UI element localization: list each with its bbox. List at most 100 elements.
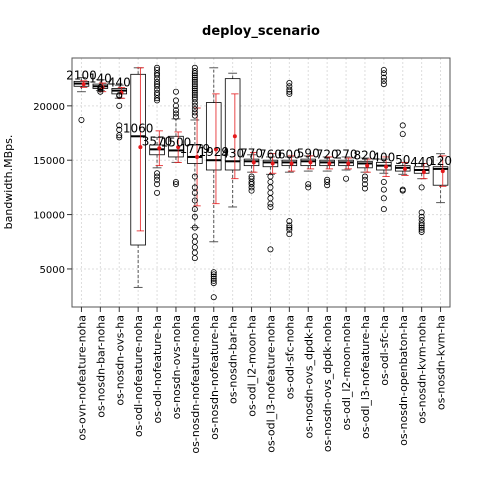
box-os-nosdn-ovs_dpdk-noha (319, 156, 335, 189)
outlier-point (210, 273, 217, 280)
outlier-point (418, 209, 425, 216)
outlier-point (154, 78, 161, 85)
box-os-nosdn-bar-noha (92, 79, 109, 95)
outlier-point (418, 226, 425, 233)
count-label: 2100 (66, 69, 97, 83)
outlier-point (305, 184, 312, 191)
outlier-point (191, 70, 198, 77)
box-iqr (357, 160, 373, 169)
outlier-point (116, 93, 123, 100)
outlier-point (191, 255, 198, 262)
x-tick-label: os-nosdn-ovs-ha (113, 315, 126, 406)
mean-point (176, 145, 181, 150)
outlier-point (380, 195, 387, 202)
outlier-point (361, 173, 368, 180)
mean-point (157, 146, 162, 151)
outlier-point (191, 68, 198, 75)
x-tick-label: os-odl-sfc-ha (378, 315, 391, 386)
outlier-point (191, 102, 198, 109)
outlier-point (343, 175, 350, 182)
mean-point (346, 161, 351, 166)
x-axis: os-ovn-nofeature-noha os-nosdn-bar-noha os… (75, 307, 448, 454)
box-os-odl-sfc-ha (376, 66, 392, 213)
box-iqr (300, 158, 317, 167)
outlier-point (191, 206, 198, 213)
outlier-point (191, 109, 198, 116)
y-tick-label: 15000 (33, 156, 65, 167)
outlier-point (116, 132, 123, 139)
outlier-point (191, 96, 198, 103)
x-tick-label: os-nosdn-nofeature-noha (189, 315, 202, 454)
mean-point (289, 161, 294, 166)
mean-point (195, 154, 200, 159)
outlier-point (380, 66, 387, 73)
outlier-point (172, 178, 179, 185)
outlier-point (97, 84, 104, 91)
outlier-point (210, 275, 217, 282)
outlier-point (116, 134, 123, 141)
grid-lines (72, 58, 450, 307)
count-label: 1060 (123, 121, 154, 135)
outlier-point (286, 222, 293, 229)
mean-point (138, 145, 143, 150)
outlier-point (191, 112, 198, 119)
mean-point (327, 161, 332, 166)
mean-point (81, 82, 86, 87)
y-axis-label: bandwidth.MBps. (2, 135, 15, 230)
mean-point (251, 160, 256, 165)
outlier-point (361, 181, 368, 188)
outlier-point (154, 72, 161, 79)
outlier-point (286, 231, 293, 238)
box-iqr (205, 102, 222, 171)
boxes (73, 64, 449, 301)
count-label: 1779 (180, 142, 211, 156)
y-tick-label: 5000 (40, 265, 65, 276)
count-label: 440 (108, 76, 131, 90)
x-tick-label: os-nosdn-kvm-ha (435, 315, 448, 410)
outlier-point (97, 88, 104, 95)
outlier-point (154, 97, 161, 104)
box-iqr (262, 159, 279, 168)
outlier-point (418, 224, 425, 231)
outlier-point (210, 280, 217, 287)
outlier-point (191, 173, 198, 180)
x-tick-label: os-odl_l2-moon-ha (246, 315, 259, 417)
outlier-point (172, 88, 179, 95)
outlier-point (191, 213, 198, 220)
outlier-point (172, 107, 179, 114)
x-tick-label: os-ovn-nofeature-noha (75, 315, 88, 441)
box-os-odl-nofeature-ha (149, 64, 165, 196)
box-iqr (130, 73, 146, 246)
box-iqr (187, 144, 203, 164)
count-label: 1500 (161, 135, 192, 149)
box-os-nosdn-kvm-noha (413, 162, 430, 235)
outlier-point (361, 176, 368, 183)
box-os-odl_l2-moon-noha (338, 156, 354, 182)
count-label: 1929 (198, 145, 229, 159)
outlier-point (286, 226, 293, 233)
outlier-point (418, 222, 425, 229)
outlier-point (172, 181, 179, 188)
mean-point (365, 163, 370, 168)
mean-point (384, 164, 389, 169)
outlier-point (361, 185, 368, 192)
count-label: 760 (259, 147, 282, 161)
outlier-point (418, 184, 425, 191)
outlier-point (191, 197, 198, 204)
count-label: 600 (278, 147, 301, 161)
box-os-nosdn-nofeature-noha (187, 64, 203, 262)
outlier-point (305, 181, 312, 188)
mean-point (440, 169, 445, 174)
outlier-point (191, 78, 198, 85)
x-tick-label: os-odl_l3-nofeature-noha (264, 315, 277, 453)
box-os-odl-nofeature-noha (130, 67, 146, 288)
outlier-point (286, 86, 293, 93)
outlier-point (191, 91, 198, 98)
count-label: 270 (335, 147, 358, 161)
outlier-point (191, 87, 198, 94)
outlier-point (286, 80, 293, 87)
x-tick-label: os-nosdn-ovs_dpdk-noha (321, 315, 334, 452)
box-os-odl_l2-moon-ha (243, 152, 260, 194)
count-label: 430 (221, 146, 244, 160)
